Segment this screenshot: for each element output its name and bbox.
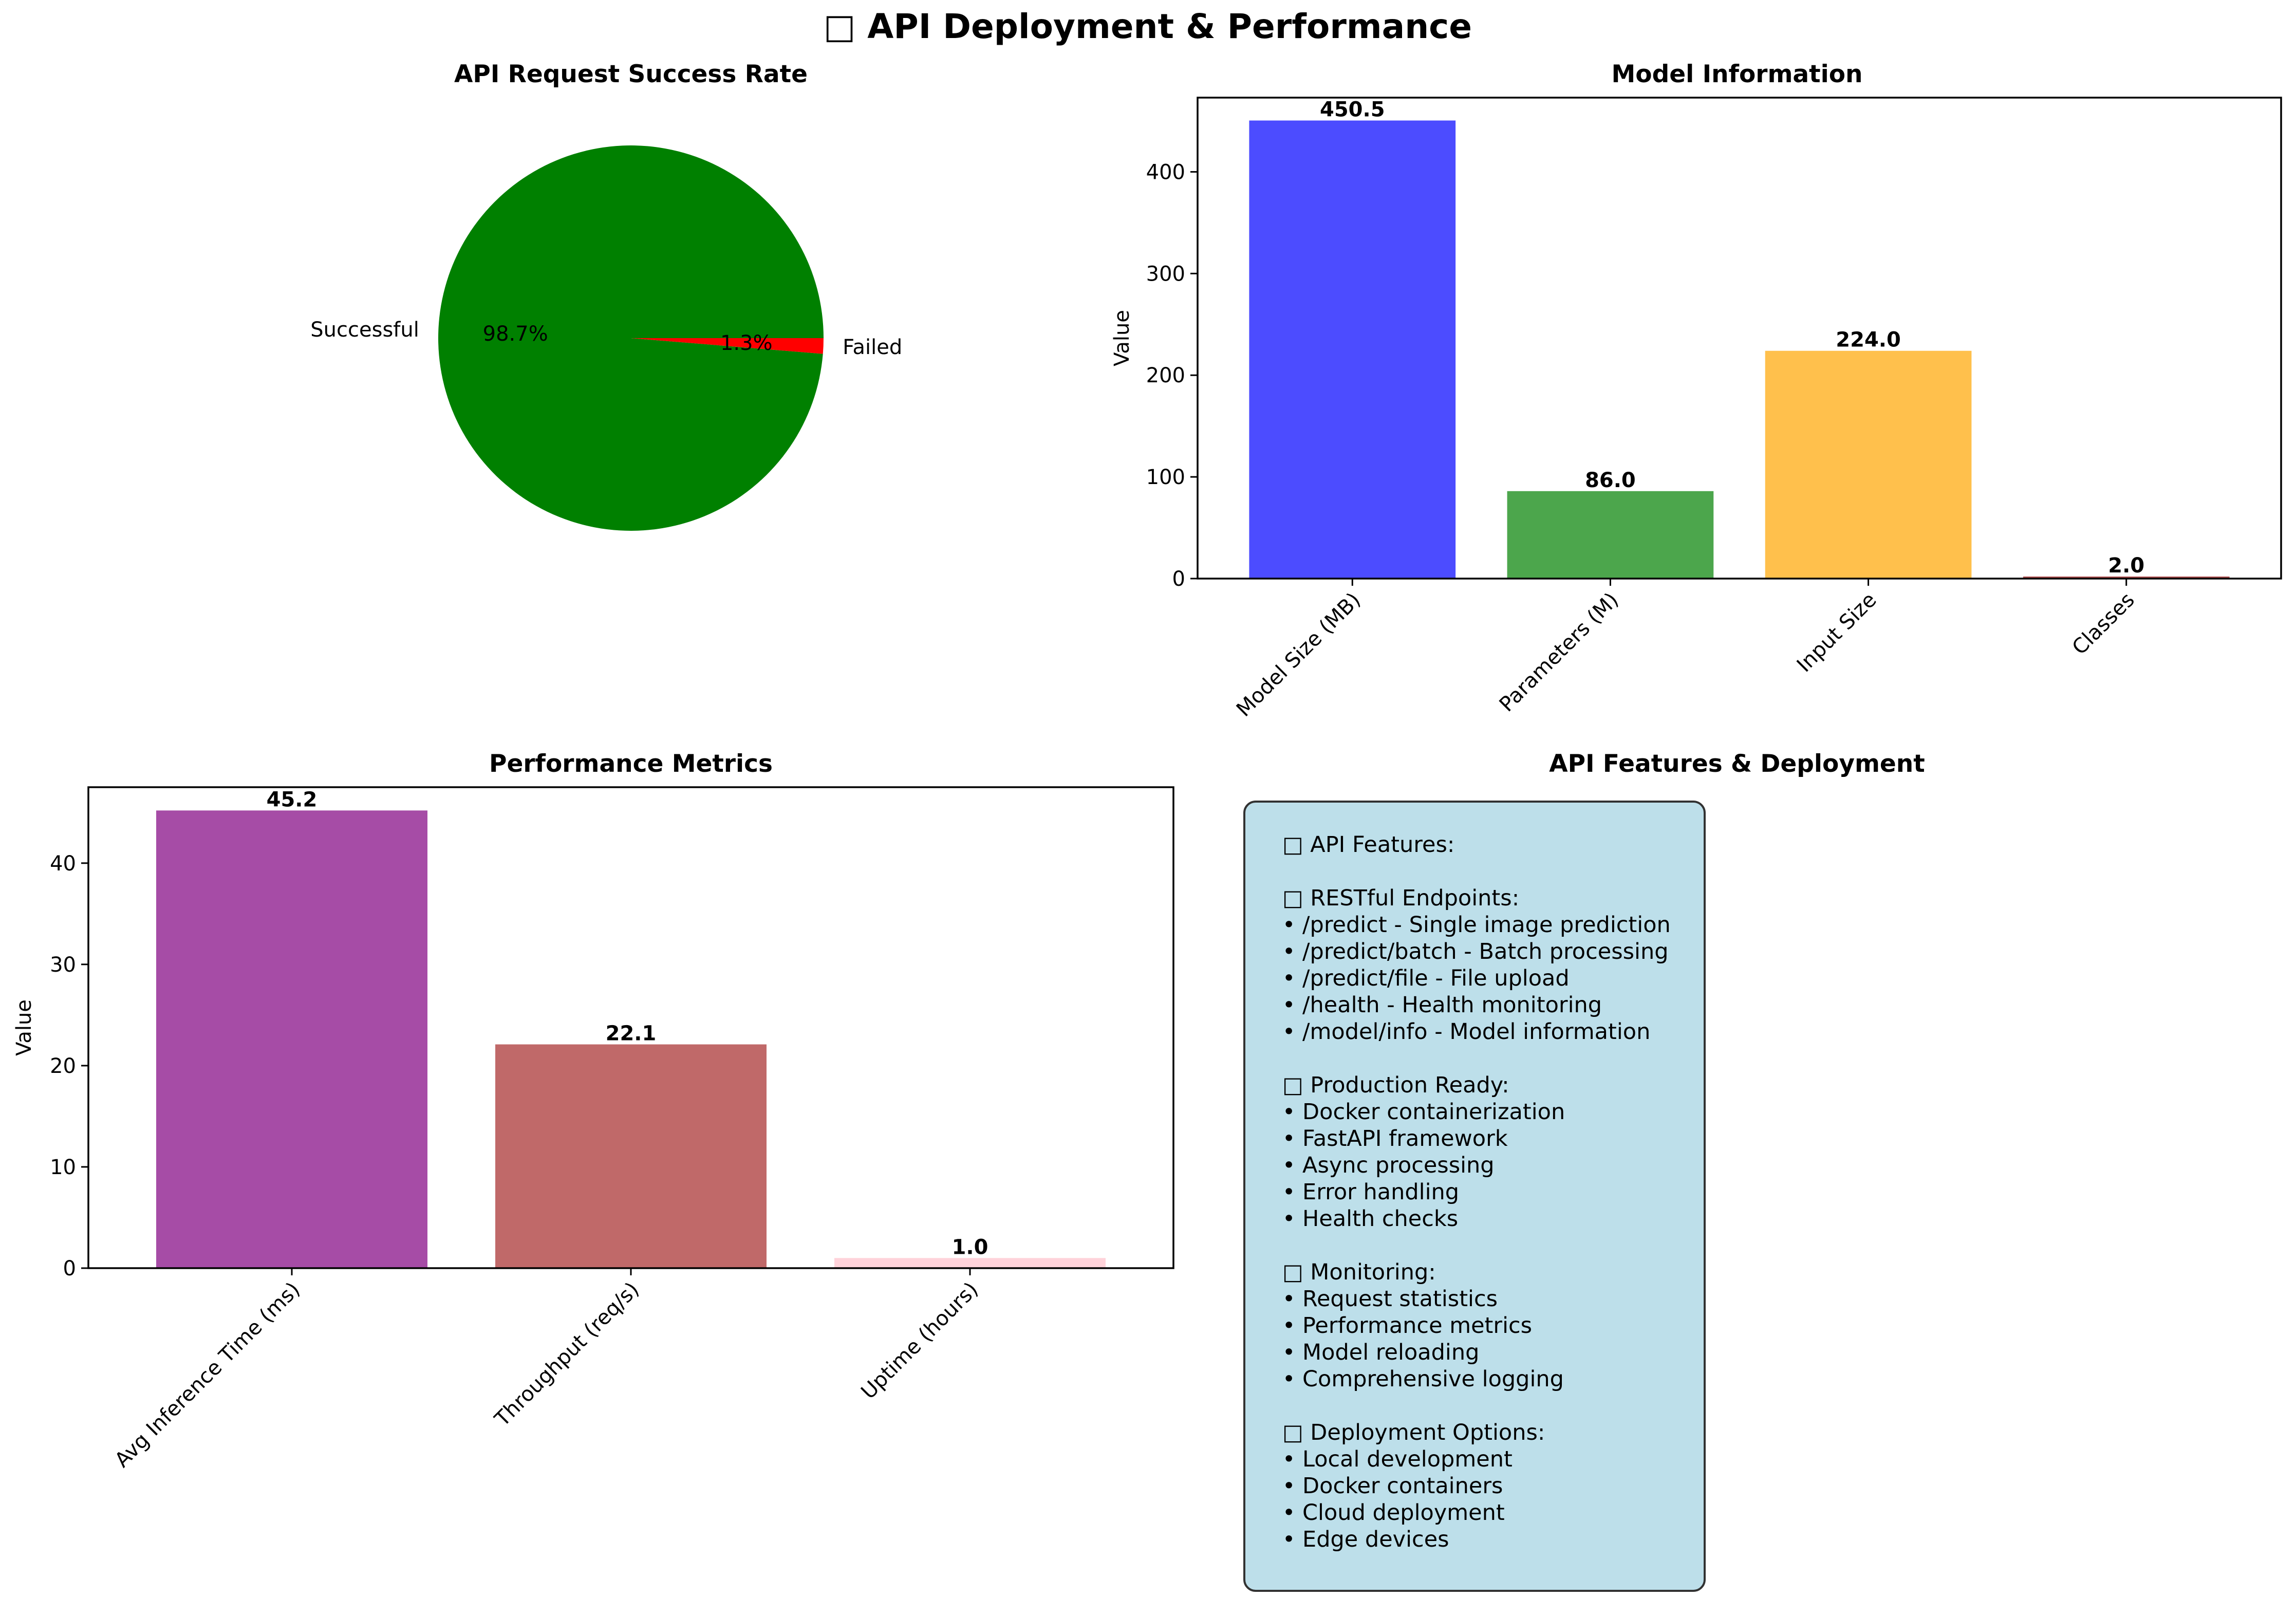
x-tick-label: Classes [2068,588,2139,660]
features-line: □ RESTful Endpoints: [1282,885,1520,911]
y-tick-label: 20 [50,1054,76,1078]
features-line: • Edge devices [1282,1527,1449,1552]
features-line: • /health - Health monitoring [1282,992,1602,1018]
pie-label: Successful [310,318,419,342]
x-tick-label: Throughput (req/s) [490,1278,644,1432]
features-line: • Docker containerization [1282,1099,1565,1125]
y-tick-label: 100 [1146,466,1185,489]
x-tick-label: Input Size [1793,588,1881,677]
bar [1507,491,1714,579]
features-line: • Cloud deployment [1282,1500,1505,1526]
pie-pct-label: 1.3% [720,331,773,355]
x-tick-label: Parameters (M) [1495,588,1623,717]
x-tick-label: Uptime (hours) [856,1278,983,1404]
features-line: □ Production Ready: [1282,1072,1509,1098]
features-line: • FastAPI framework [1282,1126,1508,1152]
bar-value-label: 224.0 [1836,328,1901,352]
pie-label: Failed [843,336,902,359]
features-line: • Performance metrics [1282,1313,1533,1339]
bar [834,1258,1106,1268]
features-line: • Health checks [1282,1206,1459,1232]
bar-value-label: 450.5 [1320,98,1385,122]
features-line: □ Monitoring: [1282,1259,1436,1285]
bar [156,810,427,1268]
features-line: • Async processing [1282,1153,1495,1178]
bar-value-label: 22.1 [606,1022,657,1046]
model-info-title: Model Information [1612,60,1863,88]
bar [1765,350,1972,579]
features-line: • Local development [1282,1446,1513,1472]
model-info-chart: Model Information 0 100 200 300 400 450.5 Mode… [1110,60,2282,721]
bar-value-label: 1.0 [952,1235,988,1259]
y-tick-label: 400 [1146,160,1185,184]
bar-value-label: 2.0 [2108,554,2144,578]
bar-value-label: 45.2 [267,788,318,811]
pie-pct-label: 98.7% [483,322,548,346]
features-line: • Comprehensive logging [1282,1366,1564,1392]
bar-value-label: 86.0 [1585,469,1636,492]
features-line: • /model/info - Model information [1282,1019,1651,1045]
features-blank-line [1282,1232,1704,1259]
pie-title: API Request Success Rate [454,60,808,88]
performance-ylabel: Value [12,999,36,1056]
pie-chart: API Request Success Rate Successful 98.7%… [310,60,902,531]
features-blank-line [1282,1045,1704,1072]
y-tick-label: 30 [50,953,76,977]
performance-axes-frame [87,786,1174,1269]
y-tick-label: 0 [1172,567,1185,591]
bar [495,1044,767,1268]
performance-metrics-chart: Performance Metrics 0 10 20 30 40 45.2 Avg Inf… [12,750,1174,1472]
x-tick-label: Avg Inference Time (ms) [110,1278,305,1472]
figure-title: □ API Deployment & Performance [824,7,1472,46]
features-line: • Docker containers [1282,1473,1503,1499]
y-tick-label: 300 [1146,262,1185,286]
features-panel-title: API Features & Deployment [1549,750,1925,778]
features-line: □ API Features: [1282,832,1455,858]
model-info-ylabel: Value [1110,310,1134,366]
x-tick-label: Model Size (MB) [1232,588,1365,721]
features-panel-box [1243,801,1706,1592]
y-tick-label: 40 [50,852,76,876]
features-line: • Error handling [1282,1179,1460,1205]
performance-metrics-title: Performance Metrics [489,750,773,778]
features-blank-line [1282,858,1704,885]
model-info-axes-frame [1197,97,2282,580]
y-tick-label: 10 [50,1156,76,1179]
pie-slice [631,338,824,354]
y-tick-label: 200 [1146,364,1185,387]
features-line: • Model reloading [1282,1340,1480,1365]
features-line: □ Deployment Options: [1282,1420,1545,1445]
title-icon: □ [824,7,855,46]
features-line: • /predict/file - File upload [1282,965,1570,991]
features-blank-line [1282,1392,1704,1419]
features-line: • /predict/batch - Batch processing [1282,939,1669,964]
features-list: □ API Features: □ RESTful Endpoints: • /pr… [1282,831,1704,1553]
bar [2023,577,2230,579]
pie-slice [438,145,824,531]
bar [1249,120,1456,579]
features-line: • Request statistics [1282,1286,1498,1312]
features-line: • /predict - Single image prediction [1282,912,1671,938]
y-tick-label: 0 [63,1257,76,1280]
